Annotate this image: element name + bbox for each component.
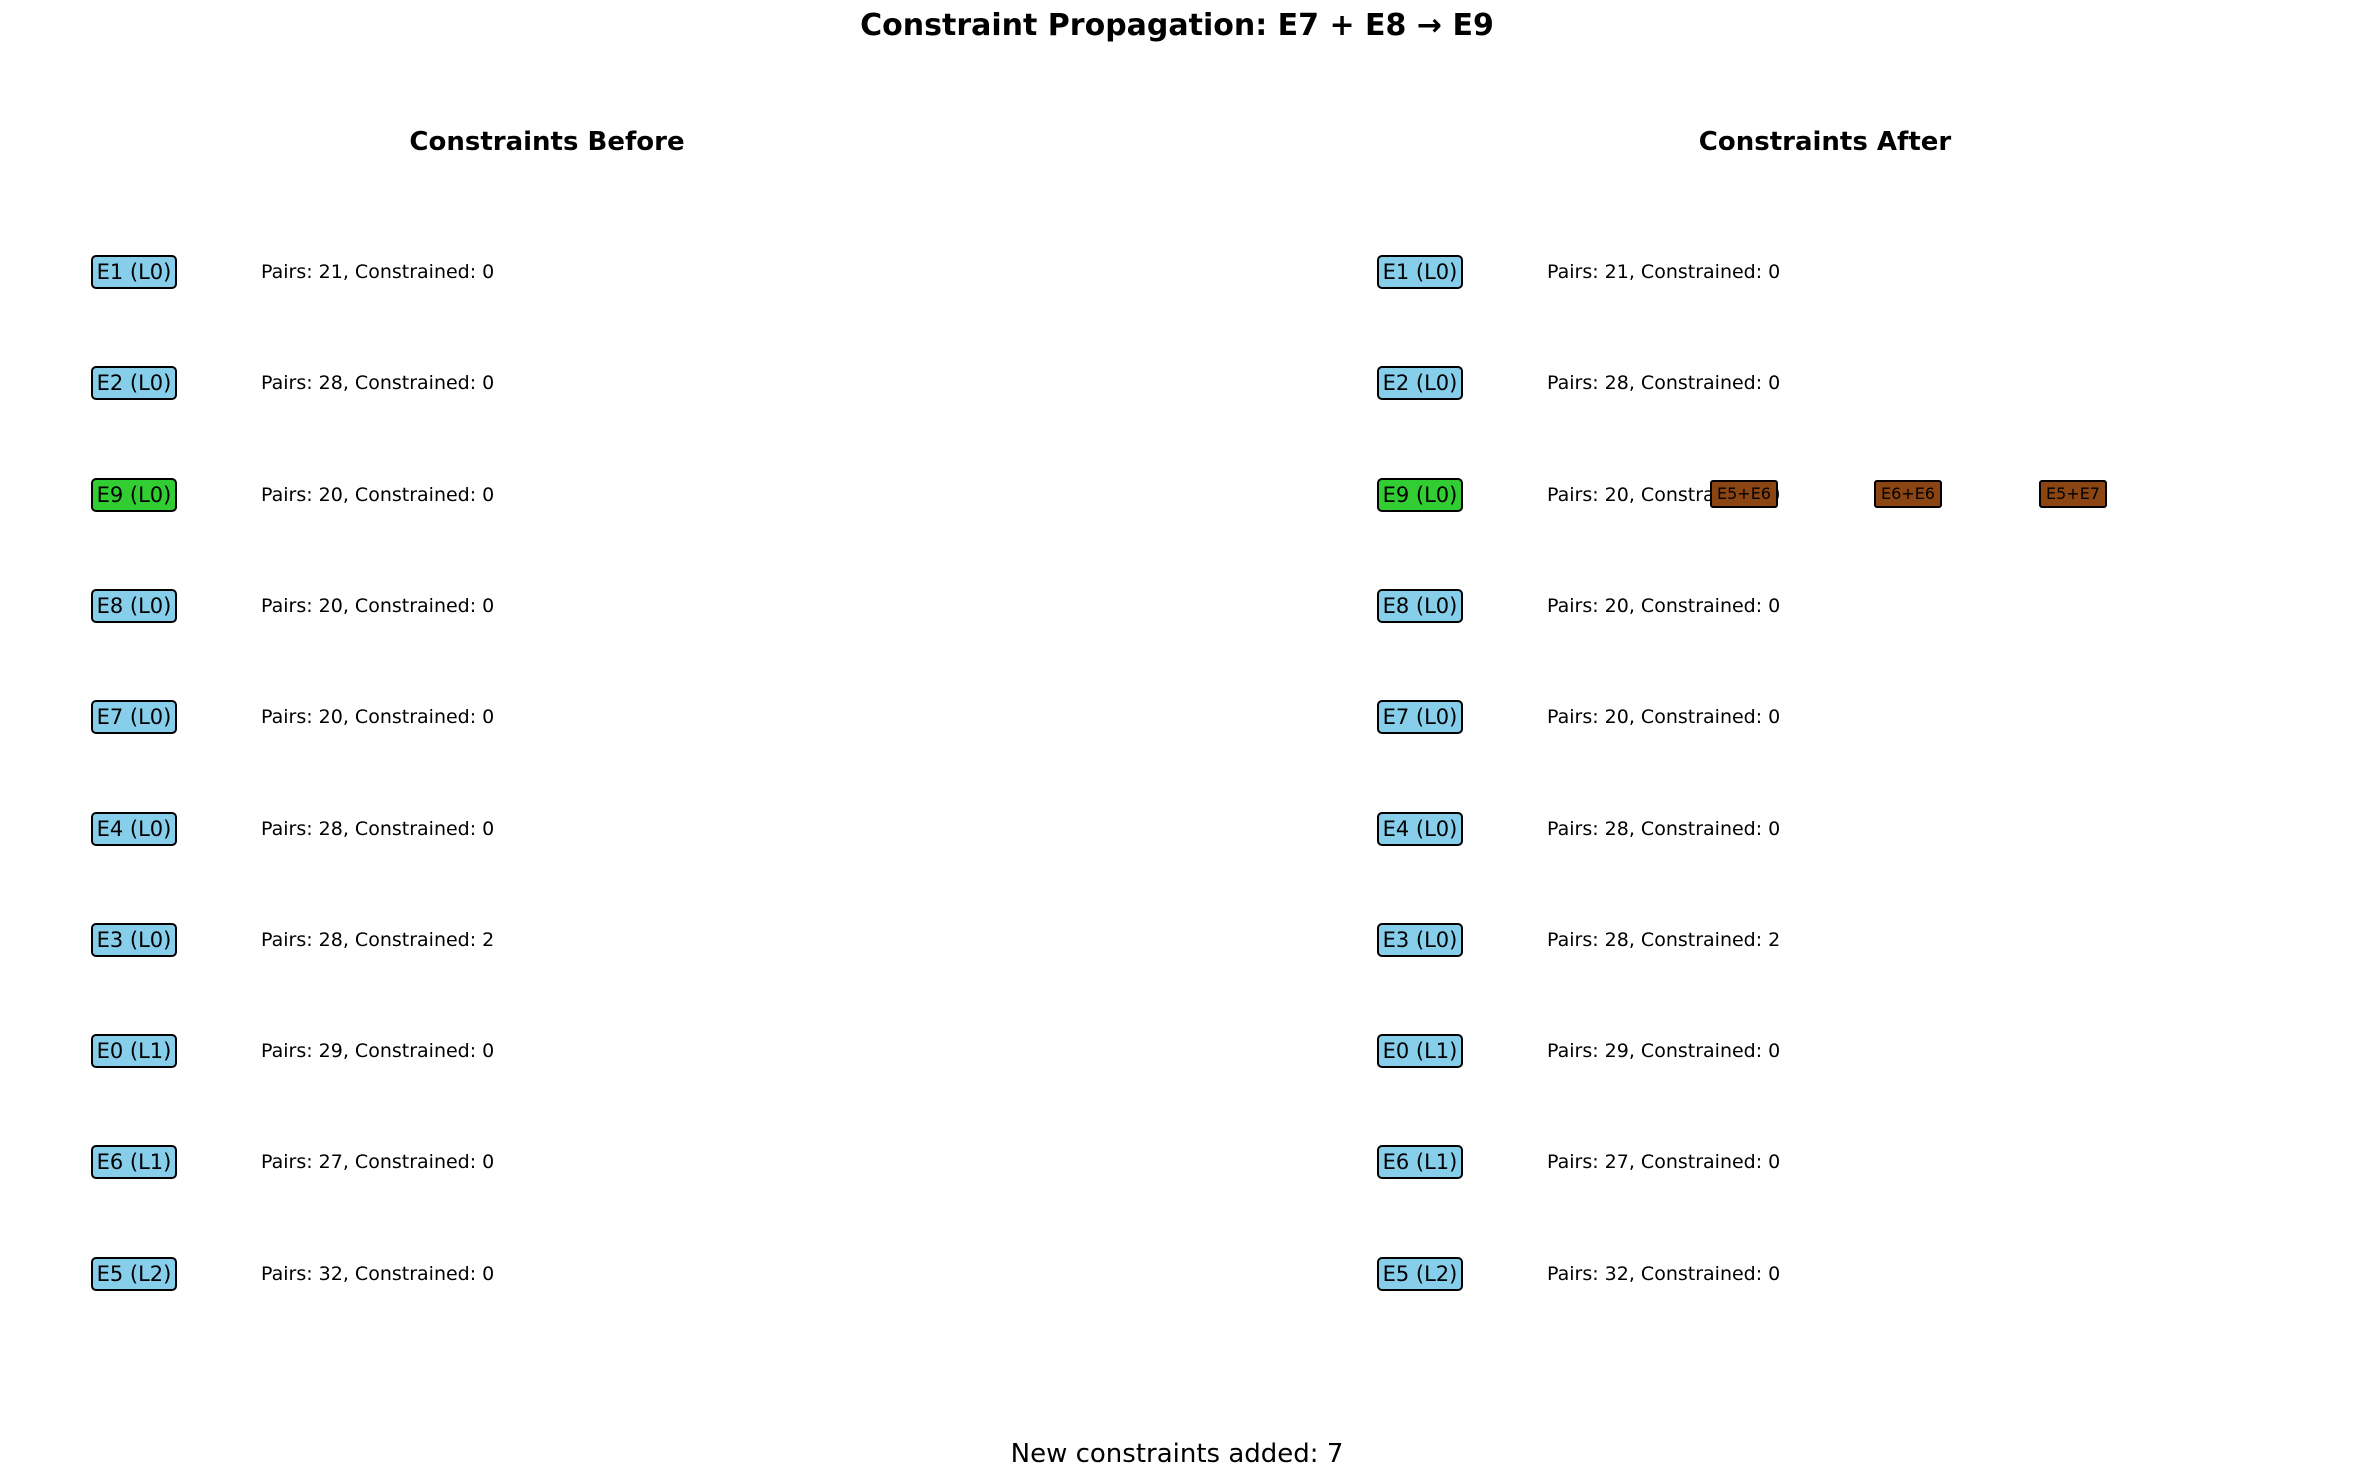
- before-row: E0 (L1) Pairs: 29, Constrained: 0: [91, 1032, 1191, 1072]
- after-node-box: E4 (L0): [1377, 812, 1463, 846]
- before-node-box: E8 (L0): [91, 589, 177, 623]
- before-node-box: E2 (L0): [91, 366, 177, 400]
- new-constraint-tag: E5+E7: [2039, 480, 2107, 508]
- after-node-stats: Pairs: 32, Constrained: 0: [1547, 1263, 1781, 1285]
- before-node-box: E0 (L1): [91, 1034, 177, 1068]
- after-row: E9 (L0) Pairs: 20, Constrained: 0 E5+E6 E6+…: [1377, 476, 2354, 516]
- after-row: E4 (L0) Pairs: 28, Constrained: 0: [1377, 810, 2354, 850]
- footer-summary: New constraints added: 7: [1010, 1439, 1344, 1469]
- after-node-box: E7 (L0): [1377, 700, 1463, 734]
- before-node-stats: Pairs: 21, Constrained: 0: [261, 261, 495, 283]
- before-node-box: E7 (L0): [91, 700, 177, 734]
- after-node-stats: Pairs: 28, Constrained: 0: [1547, 372, 1781, 394]
- panel-title-before: Constraints Before: [409, 127, 685, 157]
- before-row: E2 (L0) Pairs: 28, Constrained: 0: [91, 364, 1191, 404]
- after-node-box: E6 (L1): [1377, 1145, 1463, 1179]
- before-node-box: E5 (L2): [91, 1257, 177, 1291]
- after-node-stats: Pairs: 29, Constrained: 0: [1547, 1040, 1781, 1062]
- after-node-box: E5 (L2): [1377, 1257, 1463, 1291]
- before-row: E6 (L1) Pairs: 27, Constrained: 0: [91, 1143, 1191, 1183]
- before-row: E3 (L0) Pairs: 28, Constrained: 2: [91, 921, 1191, 961]
- after-row: E5 (L2) Pairs: 32, Constrained: 0: [1377, 1255, 2354, 1295]
- after-row: E2 (L0) Pairs: 28, Constrained: 0: [1377, 364, 2354, 404]
- before-node-stats: Pairs: 20, Constrained: 0: [261, 595, 495, 617]
- before-node-stats: Pairs: 28, Constrained: 2: [261, 929, 495, 951]
- after-row: E6 (L1) Pairs: 27, Constrained: 0: [1377, 1143, 2354, 1183]
- after-node-stats: Pairs: 28, Constrained: 0: [1547, 818, 1781, 840]
- before-row: E4 (L0) Pairs: 28, Constrained: 0: [91, 810, 1191, 850]
- before-node-stats: Pairs: 20, Constrained: 0: [261, 706, 495, 728]
- before-node-stats: Pairs: 28, Constrained: 0: [261, 818, 495, 840]
- new-constraint-tag: E5+E6: [1710, 480, 1778, 508]
- after-node-box: E8 (L0): [1377, 589, 1463, 623]
- after-row: E7 (L0) Pairs: 20, Constrained: 0: [1377, 698, 2354, 738]
- before-row: E1 (L0) Pairs: 21, Constrained: 0: [91, 253, 1191, 293]
- before-node-box: E9 (L0): [91, 478, 177, 512]
- after-row: E3 (L0) Pairs: 28, Constrained: 2: [1377, 921, 2354, 961]
- after-node-box: E9 (L0): [1377, 478, 1463, 512]
- before-node-box: E3 (L0): [91, 923, 177, 957]
- panel-title-after: Constraints After: [1698, 127, 1952, 157]
- after-node-box: E0 (L1): [1377, 1034, 1463, 1068]
- after-node-stats: Pairs: 21, Constrained: 0: [1547, 261, 1781, 283]
- page-title: Constraint Propagation: E7 + E8 → E9: [860, 8, 1494, 43]
- after-node-stats: Pairs: 28, Constrained: 2: [1547, 929, 1781, 951]
- before-node-box: E1 (L0): [91, 255, 177, 289]
- after-node-stats: Pairs: 20, Constrained: 0: [1547, 595, 1781, 617]
- before-node-stats: Pairs: 32, Constrained: 0: [261, 1263, 495, 1285]
- before-row: E7 (L0) Pairs: 20, Constrained: 0: [91, 698, 1191, 738]
- before-node-stats: Pairs: 20, Constrained: 0: [261, 484, 495, 506]
- before-row: E5 (L2) Pairs: 32, Constrained: 0: [91, 1255, 1191, 1295]
- before-node-box: E4 (L0): [91, 812, 177, 846]
- after-node-box: E1 (L0): [1377, 255, 1463, 289]
- before-node-box: E6 (L1): [91, 1145, 177, 1179]
- before-node-stats: Pairs: 29, Constrained: 0: [261, 1040, 495, 1062]
- after-node-stats: Pairs: 20, Constrained: 0: [1547, 706, 1781, 728]
- after-node-stats: Pairs: 27, Constrained: 0: [1547, 1151, 1781, 1173]
- before-node-stats: Pairs: 27, Constrained: 0: [261, 1151, 495, 1173]
- before-row: E8 (L0) Pairs: 20, Constrained: 0: [91, 587, 1191, 627]
- after-node-box: E2 (L0): [1377, 366, 1463, 400]
- after-row: E1 (L0) Pairs: 21, Constrained: 0: [1377, 253, 2354, 293]
- new-constraint-tag: E6+E6: [1874, 480, 1942, 508]
- after-row: E0 (L1) Pairs: 29, Constrained: 0: [1377, 1032, 2354, 1072]
- after-row: E8 (L0) Pairs: 20, Constrained: 0: [1377, 587, 2354, 627]
- before-row: E9 (L0) Pairs: 20, Constrained: 0: [91, 476, 1191, 516]
- before-node-stats: Pairs: 28, Constrained: 0: [261, 372, 495, 394]
- after-node-box: E3 (L0): [1377, 923, 1463, 957]
